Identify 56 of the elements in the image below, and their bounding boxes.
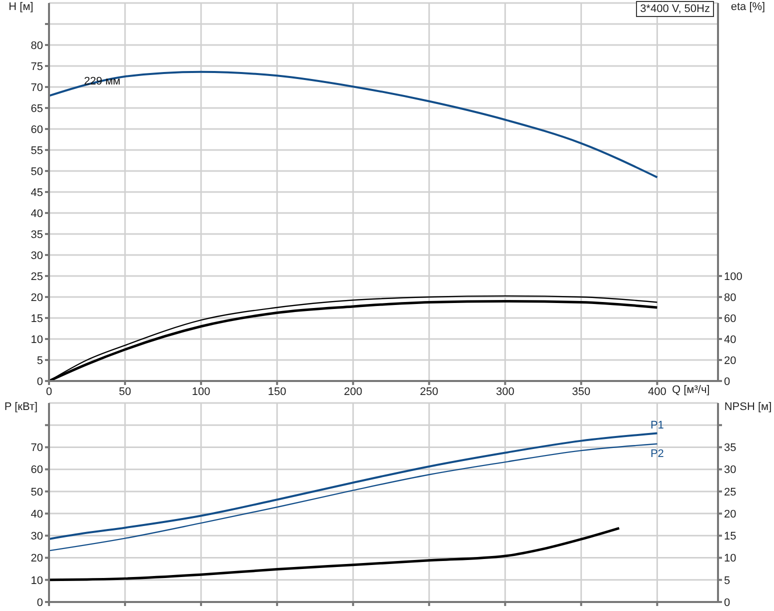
y-tick-label: 65 (30, 102, 43, 115)
y2-tick-label: 0 (724, 596, 730, 609)
chart-title: 3*400 V, 50Hz (636, 1, 714, 17)
y2-tick-label: 20 (724, 354, 736, 367)
y-tick-label: 15 (30, 312, 43, 325)
y-tick-label: 0 (36, 376, 43, 388)
y2-tick-label: 20 (724, 508, 736, 520)
y2-tick-label: 100 (724, 270, 742, 283)
x-tick-label: 0 (46, 386, 52, 398)
y2-tick-label: 40 (724, 334, 736, 346)
x-tick-label: 200 (344, 386, 362, 398)
y-tick-label: 40 (30, 208, 43, 220)
x-tick-label: 50 (118, 386, 132, 398)
y2-tick-label: 80 (724, 292, 736, 304)
y-tick-label: 10 (30, 574, 43, 587)
y-tick-label: 25 (30, 270, 43, 283)
y-tick-label: 40 (30, 508, 43, 520)
y-tick-label: 55 (30, 144, 43, 157)
y2-axis-title: eta [%] (730, 0, 766, 14)
y-axis-title: H [м] (8, 0, 34, 14)
y2-tick-label: 30 (724, 464, 736, 476)
y-tick-label: 70 (30, 442, 43, 454)
x-tick-label: 400 (648, 386, 666, 398)
y-tick-label: 45 (30, 186, 43, 199)
series-label: P1 (650, 419, 664, 432)
y2-tick-label: 5 (724, 574, 730, 587)
y-tick-label: 60 (30, 124, 43, 136)
x-tick-label: 300 (496, 386, 514, 398)
y2-tick-label: 0 (724, 376, 730, 388)
y-tick-label: 30 (30, 250, 43, 262)
y-tick-label: 20 (30, 552, 43, 565)
y2-tick-label: 60 (724, 312, 736, 325)
series-label: P2 (650, 448, 664, 460)
y-tick-label: 60 (30, 464, 43, 476)
y2-tick-label: 15 (724, 530, 736, 543)
y-tick-label: 20 (30, 292, 43, 304)
y-tick-label: 5 (36, 354, 43, 367)
y-tick-label: 75 (30, 60, 43, 73)
y2-tick-label: 25 (724, 486, 736, 498)
x-tick-label: 250 (420, 386, 438, 398)
x-tick-label: 150 (268, 386, 286, 398)
y-tick-label: 35 (30, 228, 43, 241)
y2-tick-label: 10 (724, 552, 736, 565)
y2-axis-title: NPSH [м] (724, 400, 772, 414)
x-tick-label: 100 (192, 386, 210, 398)
y2-tick-label: 35 (724, 442, 736, 454)
x-axis-title: Q [м³/ч] (672, 383, 710, 397)
y-tick-label: 30 (30, 530, 43, 543)
y-tick-label: 50 (30, 486, 43, 498)
y-tick-label: 70 (30, 82, 43, 94)
y-axis-title: P [кВт] (3, 400, 39, 414)
y-tick-label: 50 (30, 166, 43, 178)
y-tick-label: 80 (30, 40, 43, 52)
y-tick-label: 10 (30, 334, 43, 346)
x-tick-label: 350 (572, 386, 590, 398)
y-tick-label: 0 (36, 596, 43, 609)
